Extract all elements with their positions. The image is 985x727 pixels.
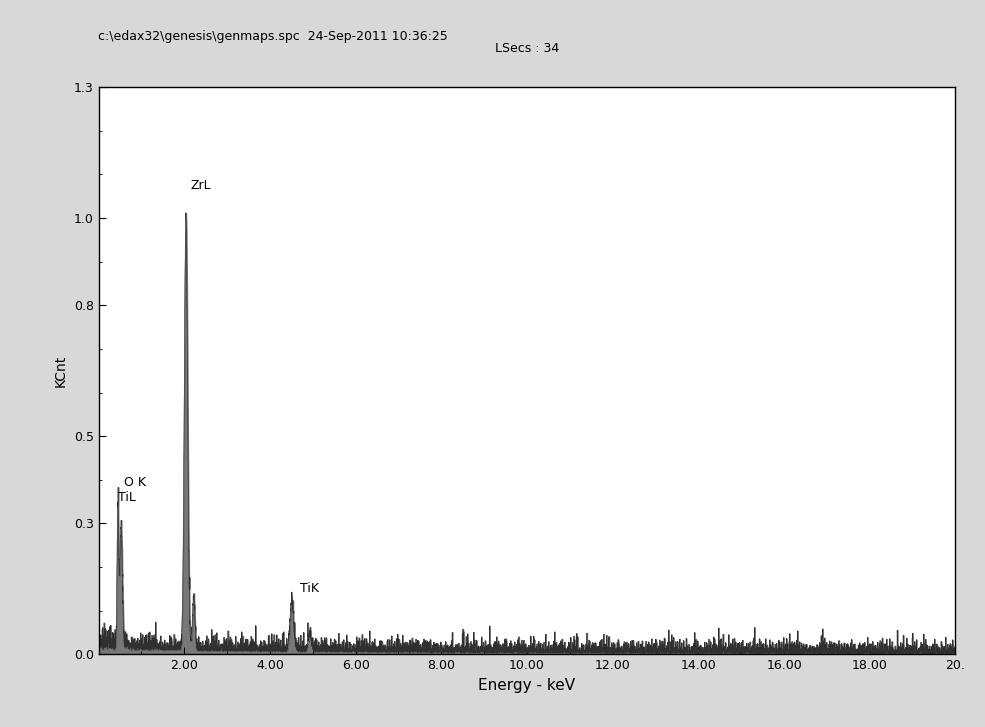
Text: c:\edax32\genesis\genmaps.spc  24-Sep-2011 10:36:25: c:\edax32\genesis\genmaps.spc 24-Sep-201…: [98, 30, 448, 43]
X-axis label: Energy - keV: Energy - keV: [479, 678, 575, 693]
Text: LSecs : 34: LSecs : 34: [494, 42, 559, 55]
Y-axis label: KCnt: KCnt: [54, 355, 68, 387]
Text: ZrL: ZrL: [191, 179, 211, 192]
Text: TiK: TiK: [299, 582, 319, 595]
Text: TiL: TiL: [118, 491, 136, 504]
Text: O K: O K: [124, 475, 146, 489]
